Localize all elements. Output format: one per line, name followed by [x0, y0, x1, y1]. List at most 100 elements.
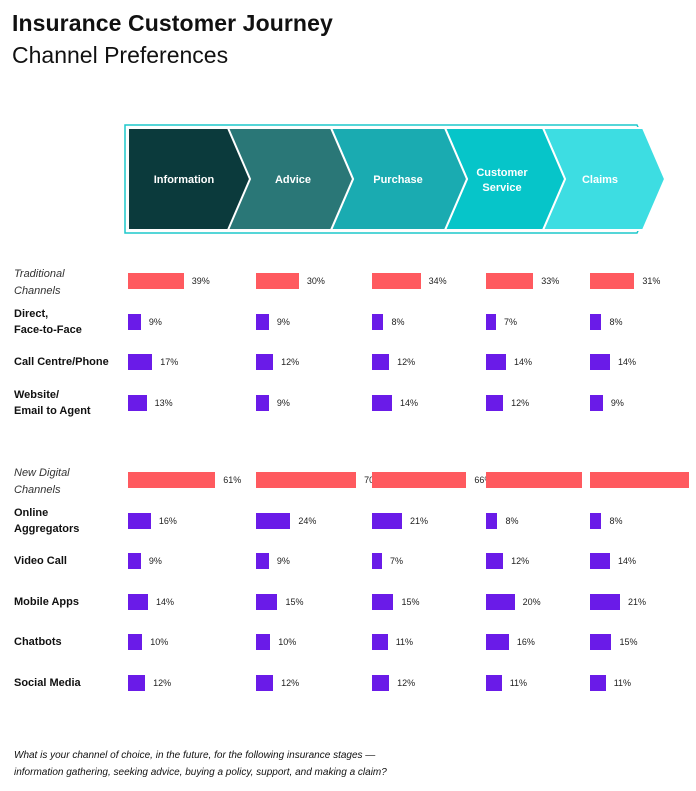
stage-label-3: Purchase [373, 174, 423, 186]
bar-g2-r2-c3-value: 7% [390, 556, 404, 566]
bar-g2-r4-c3 [372, 634, 388, 650]
bar-g2-r3-c2 [256, 593, 278, 610]
bar-g2-r3-c5 [590, 593, 621, 610]
row-label-g2-1: Online Aggregators [14, 506, 80, 535]
bar-g2-r5-c3 [372, 674, 390, 691]
row-label-g1-2: Call Centre/Phone [14, 356, 109, 368]
bar-g1-r1-c2 [256, 313, 269, 330]
bar-g1-r1-c3-value: 8% [391, 316, 405, 327]
bar-g1-r3-c1-value: 13% [154, 397, 173, 408]
bar-g2-r5-c5-value: 11% [613, 677, 632, 688]
bar-g2-r3-c1 [128, 593, 149, 610]
bar-g2-r2-c4-value: 12% [511, 556, 530, 566]
group-1-total-bar-3 [372, 273, 421, 289]
bar-g2-r5-c1-value: 12% [153, 677, 172, 688]
bar-g2-r3-c3 [372, 593, 394, 610]
bar-g2-r1-c4 [486, 512, 498, 529]
group-2-total-bar-1-value: 61% [223, 475, 242, 485]
stage-label-4: Customer Service [476, 167, 528, 194]
bar-g2-r2-c2-value: 9% [276, 556, 290, 566]
stage-label-1: Information [154, 174, 215, 186]
bar-g2-r5-c4 [486, 674, 502, 691]
bar-g2-r5-c1 [128, 674, 146, 691]
bar-g2-r3-c1-value: 14% [156, 596, 175, 607]
bar-g2-r2-c3 [372, 553, 382, 569]
bar-g2-r5-c4-value: 11% [509, 677, 528, 688]
bar-g2-r1-c2-value: 24% [298, 515, 317, 526]
group-2-total-bar-4 [486, 472, 582, 488]
bar-g2-r4-c3-value: 11% [395, 637, 414, 647]
bar-g1-r3-c2-value: 9% [276, 397, 290, 408]
group-2-total-bar-2 [256, 472, 357, 488]
group-1-total-bar-3-value: 34% [428, 276, 447, 286]
bar-g2-r2-c2 [256, 553, 269, 569]
bar-g2-r5-c2 [256, 674, 274, 691]
bar-g2-r4-c4-value: 16% [516, 637, 535, 647]
bar-g1-r1-c4 [486, 313, 496, 330]
footnote-line-1: What is your channel of choice, in the f… [14, 750, 376, 761]
stage-label-2: Advice [275, 174, 311, 186]
bar-g2-r2-c5 [590, 553, 611, 569]
bar-g1-r1-c5-value: 8% [609, 316, 623, 327]
bar-g1-r3-c2 [256, 394, 269, 411]
group-1-total-bar-5-value: 31% [642, 276, 661, 286]
bar-g2-r2-c1-value: 9% [148, 556, 162, 566]
bar-g2-r3-c4 [486, 593, 515, 610]
bar-g1-r2-c4 [486, 354, 507, 370]
bar-g2-r2-c4 [486, 553, 504, 569]
bar-g1-r2-c1 [128, 354, 153, 370]
bar-g2-r4-c1-value: 10% [150, 637, 169, 647]
bar-g2-r1-c5 [590, 512, 602, 529]
bar-g1-r1-c1-value: 9% [148, 316, 162, 327]
bar-g1-r1-c5 [590, 313, 602, 330]
group-1-total-bar-2-value: 30% [306, 276, 325, 286]
bar-g2-r4-c2 [256, 634, 271, 650]
bar-g1-r3-c3-value: 14% [400, 397, 419, 408]
bar-g2-r5-c2-value: 12% [281, 677, 300, 688]
bar-g2-r1-c1-value: 16% [158, 515, 177, 526]
group-2-total-bar-3-value: 66% [474, 475, 493, 485]
bar-g1-r2-c5-value: 14% [618, 357, 637, 367]
bar-g2-r1-c4-value: 8% [505, 515, 519, 526]
bar-g2-r1-c5-value: 8% [609, 515, 623, 526]
bar-g1-r2-c2-value: 12% [281, 357, 300, 367]
footnote-line-2: information gathering, seeking advice, b… [14, 767, 387, 778]
bar-g2-r4-c5 [590, 634, 612, 650]
bar-g1-r3-c1 [128, 394, 147, 411]
bar-g2-r4-c1 [128, 634, 143, 650]
stage-chevron-1 [127, 127, 252, 231]
bar-g2-r1-c3 [372, 512, 403, 529]
group-2-total-bar-3 [372, 472, 467, 488]
bar-g2-r1-c2 [256, 512, 291, 529]
bar-g1-r3-c4 [486, 394, 504, 411]
bar-g1-r3-c5 [590, 394, 603, 411]
bar-g1-r1-c1 [128, 313, 141, 330]
bar-g2-r3-c5-value: 21% [628, 596, 647, 607]
chart-title: Insurance Customer Journey [12, 10, 333, 36]
bar-g2-r2-c5-value: 14% [618, 556, 637, 566]
bar-g2-r3-c2-value: 15% [285, 596, 304, 607]
row-label-g1-1: Direct, Face-to-Face [14, 307, 82, 336]
bar-g1-r3-c3 [372, 394, 393, 411]
row-label-g2-3: Mobile Apps [14, 595, 79, 608]
bar-g2-r4-c5-value: 15% [619, 637, 638, 647]
footnote: What is your channel of choice, in the f… [14, 747, 387, 781]
row-label-g2-4: Chatbots [14, 636, 62, 648]
chart-subtitle: Channel Preferences [12, 42, 229, 68]
bar-g2-r5-c5 [590, 674, 606, 691]
row-label-g1-3: Website/Email to Agent [14, 388, 91, 417]
bar-g2-r3-c4-value: 20% [522, 596, 541, 607]
group-1-total-bar-4-value: 33% [541, 276, 560, 286]
bar-g2-r1-c3-value: 21% [410, 515, 429, 526]
bar-g2-r4-c2-value: 10% [278, 637, 297, 647]
group-1-total-bar-2 [256, 273, 299, 289]
row-label-g2-5: Social Media [14, 676, 81, 689]
bar-g1-r1-c3 [372, 313, 384, 330]
bar-g2-r3-c3-value: 15% [401, 596, 420, 607]
row-label-g2-2: Video Call [14, 555, 67, 567]
group-1-total-bar-1-value: 39% [191, 276, 210, 286]
group-label-1: Traditional Channels [14, 268, 65, 297]
bar-g2-r4-c4 [486, 634, 509, 650]
bar-g1-r3-c4-value: 12% [511, 397, 530, 408]
